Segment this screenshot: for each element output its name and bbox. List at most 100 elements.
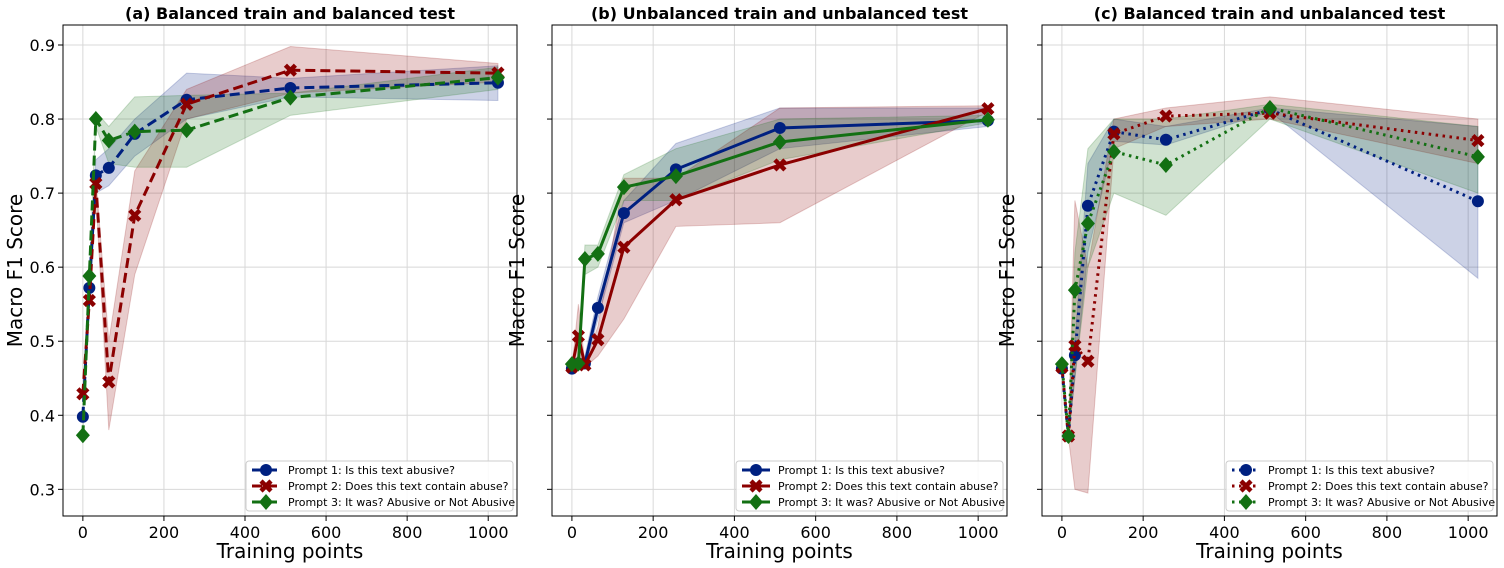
legend-entry: Prompt 3: It was? Abusive or Not Abusive (1232, 494, 1495, 510)
data-point-x (128, 208, 142, 222)
data-point-diamond (1262, 99, 1277, 116)
data-point-x (1081, 354, 1095, 368)
subplot-b: 0 200 400 600 800 1000 (b) Unbalanced train an… (505, 4, 1008, 563)
x-tick-label: 1000 (1448, 523, 1489, 542)
data-point-circle (1159, 133, 1172, 146)
data-point-x (1159, 109, 1173, 123)
legend-box (245, 460, 514, 512)
data-point-circle (102, 161, 115, 174)
data-point-x (1107, 127, 1121, 141)
data-point-diamond (1470, 148, 1485, 165)
data-point-circle (591, 301, 604, 314)
x-tick-label: 400 (1209, 523, 1240, 542)
x-tick-label: 800 (392, 523, 423, 542)
data-point-diamond (1067, 282, 1082, 299)
x-tick-label: 600 (311, 523, 342, 542)
legend-entry: Prompt 1: Is this text abusive? (1232, 464, 1435, 477)
data-point-circle (284, 81, 297, 94)
x-axis-label: Training points (1195, 539, 1343, 563)
legend-label: Prompt 3: It was? Abusive or Not Abusive (1268, 496, 1495, 509)
y-axis-label: Macro F1 Score (995, 194, 1019, 348)
legend-box (1225, 460, 1494, 512)
series-3 (1054, 99, 1485, 445)
data-point-circle (773, 121, 786, 134)
data-point-circle (1240, 464, 1252, 476)
data-point-x (981, 102, 995, 116)
plot-frame (551, 24, 1008, 517)
y-axis-label: Macro F1 Score (505, 194, 529, 348)
legend-label: Prompt 2: Does this text contain abuse? (288, 480, 509, 493)
subplot-title: (c) Balanced train and unbalanced test (1094, 4, 1446, 23)
data-point-diamond (590, 245, 605, 262)
legend-label: Prompt 1: Is this text abusive? (288, 464, 455, 477)
data-point-x (1239, 479, 1253, 493)
y-tick-label: 0.5 (30, 332, 55, 351)
data-point-diamond (179, 122, 194, 139)
subplot-a: 0 200 400 600 800 1000 0.3 0.4 0.5 0.6 0.7 0.8 0.9 (a… (3, 4, 518, 563)
data-point-circle (260, 464, 272, 476)
x-tick-label: 600 (1290, 523, 1321, 542)
y-tick-label: 0.7 (30, 184, 55, 203)
series-line (1060, 106, 1479, 437)
x-tick-label: 0 (1057, 523, 1067, 542)
legend-entry: Prompt 3: It was? Abusive or Not Abusive (742, 494, 1005, 510)
legend-label: Prompt 1: Is this text abusive? (778, 464, 945, 477)
data-point-diamond (127, 123, 142, 140)
legend-entry: Prompt 2: Does this text contain abuse? (1232, 479, 1489, 493)
plot-frame (62, 24, 518, 517)
data-point-diamond (490, 69, 505, 86)
data-point-x (76, 387, 90, 401)
legend: Prompt 1: Is this text abusive? Prompt 2:… (735, 460, 1005, 512)
data-point-x (259, 479, 273, 493)
legend-entry: Prompt 1: Is this text abusive? (742, 464, 945, 477)
data-point-diamond (1239, 494, 1253, 510)
data-point-diamond (82, 268, 97, 285)
y-tick-label: 0.6 (30, 258, 55, 277)
data-point-diamond (616, 179, 631, 196)
data-point-diamond (577, 251, 592, 268)
x-tick-label: 800 (882, 523, 913, 542)
series-3 (75, 69, 505, 444)
data-point-diamond (1106, 143, 1121, 160)
confidence-band (82, 66, 499, 436)
data-point-diamond (571, 355, 586, 372)
x-tick-label: 200 (149, 523, 180, 542)
x-tick-label: 800 (1372, 523, 1403, 542)
subplot-title: (a) Balanced train and balanced test (125, 4, 455, 23)
y-axis-label: Macro F1 Score (3, 194, 27, 348)
data-point-circle (1081, 199, 1094, 212)
x-tick-label: 200 (1128, 523, 1159, 542)
data-point-diamond (668, 168, 683, 185)
data-point-x (1471, 133, 1485, 148)
data-point-x (669, 193, 683, 207)
y-tick-label: 0.8 (30, 110, 55, 129)
data-point-diamond (772, 134, 787, 151)
data-point-diamond (259, 494, 273, 510)
legend-entry: Prompt 2: Does this text contain abuse? (252, 479, 509, 493)
data-point-x (749, 479, 763, 493)
data-point-x (283, 63, 297, 77)
series-line (1060, 107, 1479, 437)
data-point-circle (1471, 195, 1484, 208)
series-line (81, 76, 499, 436)
x-tick-label: 0 (78, 523, 88, 542)
x-axis-label: Training points (216, 539, 364, 563)
legend-box (735, 460, 1004, 512)
data-point-diamond (1054, 356, 1069, 373)
subplot-title: (b) Unbalanced train and unbalanced test (591, 4, 968, 23)
data-point-x (591, 333, 605, 347)
data-point-diamond (283, 89, 298, 106)
legend-entry: Prompt 3: It was? Abusive or Not Abusive (252, 494, 515, 510)
x-tick-label: 1000 (468, 523, 509, 542)
data-point-diamond (749, 494, 763, 510)
legend-label: Prompt 2: Does this text contain abuse? (1268, 480, 1489, 493)
y-tick-label: 0.4 (30, 406, 55, 425)
data-point-circle (750, 464, 762, 476)
legend-label: Prompt 3: It was? Abusive or Not Abusive (288, 496, 515, 509)
data-point-diamond (75, 427, 90, 444)
legend: Prompt 1: Is this text abusive? Prompt 2:… (1225, 460, 1495, 512)
legend-entry: Prompt 2: Does this text contain abuse? (742, 479, 999, 493)
x-tick-label: 0 (567, 523, 577, 542)
y-tick-label: 0.3 (30, 480, 55, 499)
